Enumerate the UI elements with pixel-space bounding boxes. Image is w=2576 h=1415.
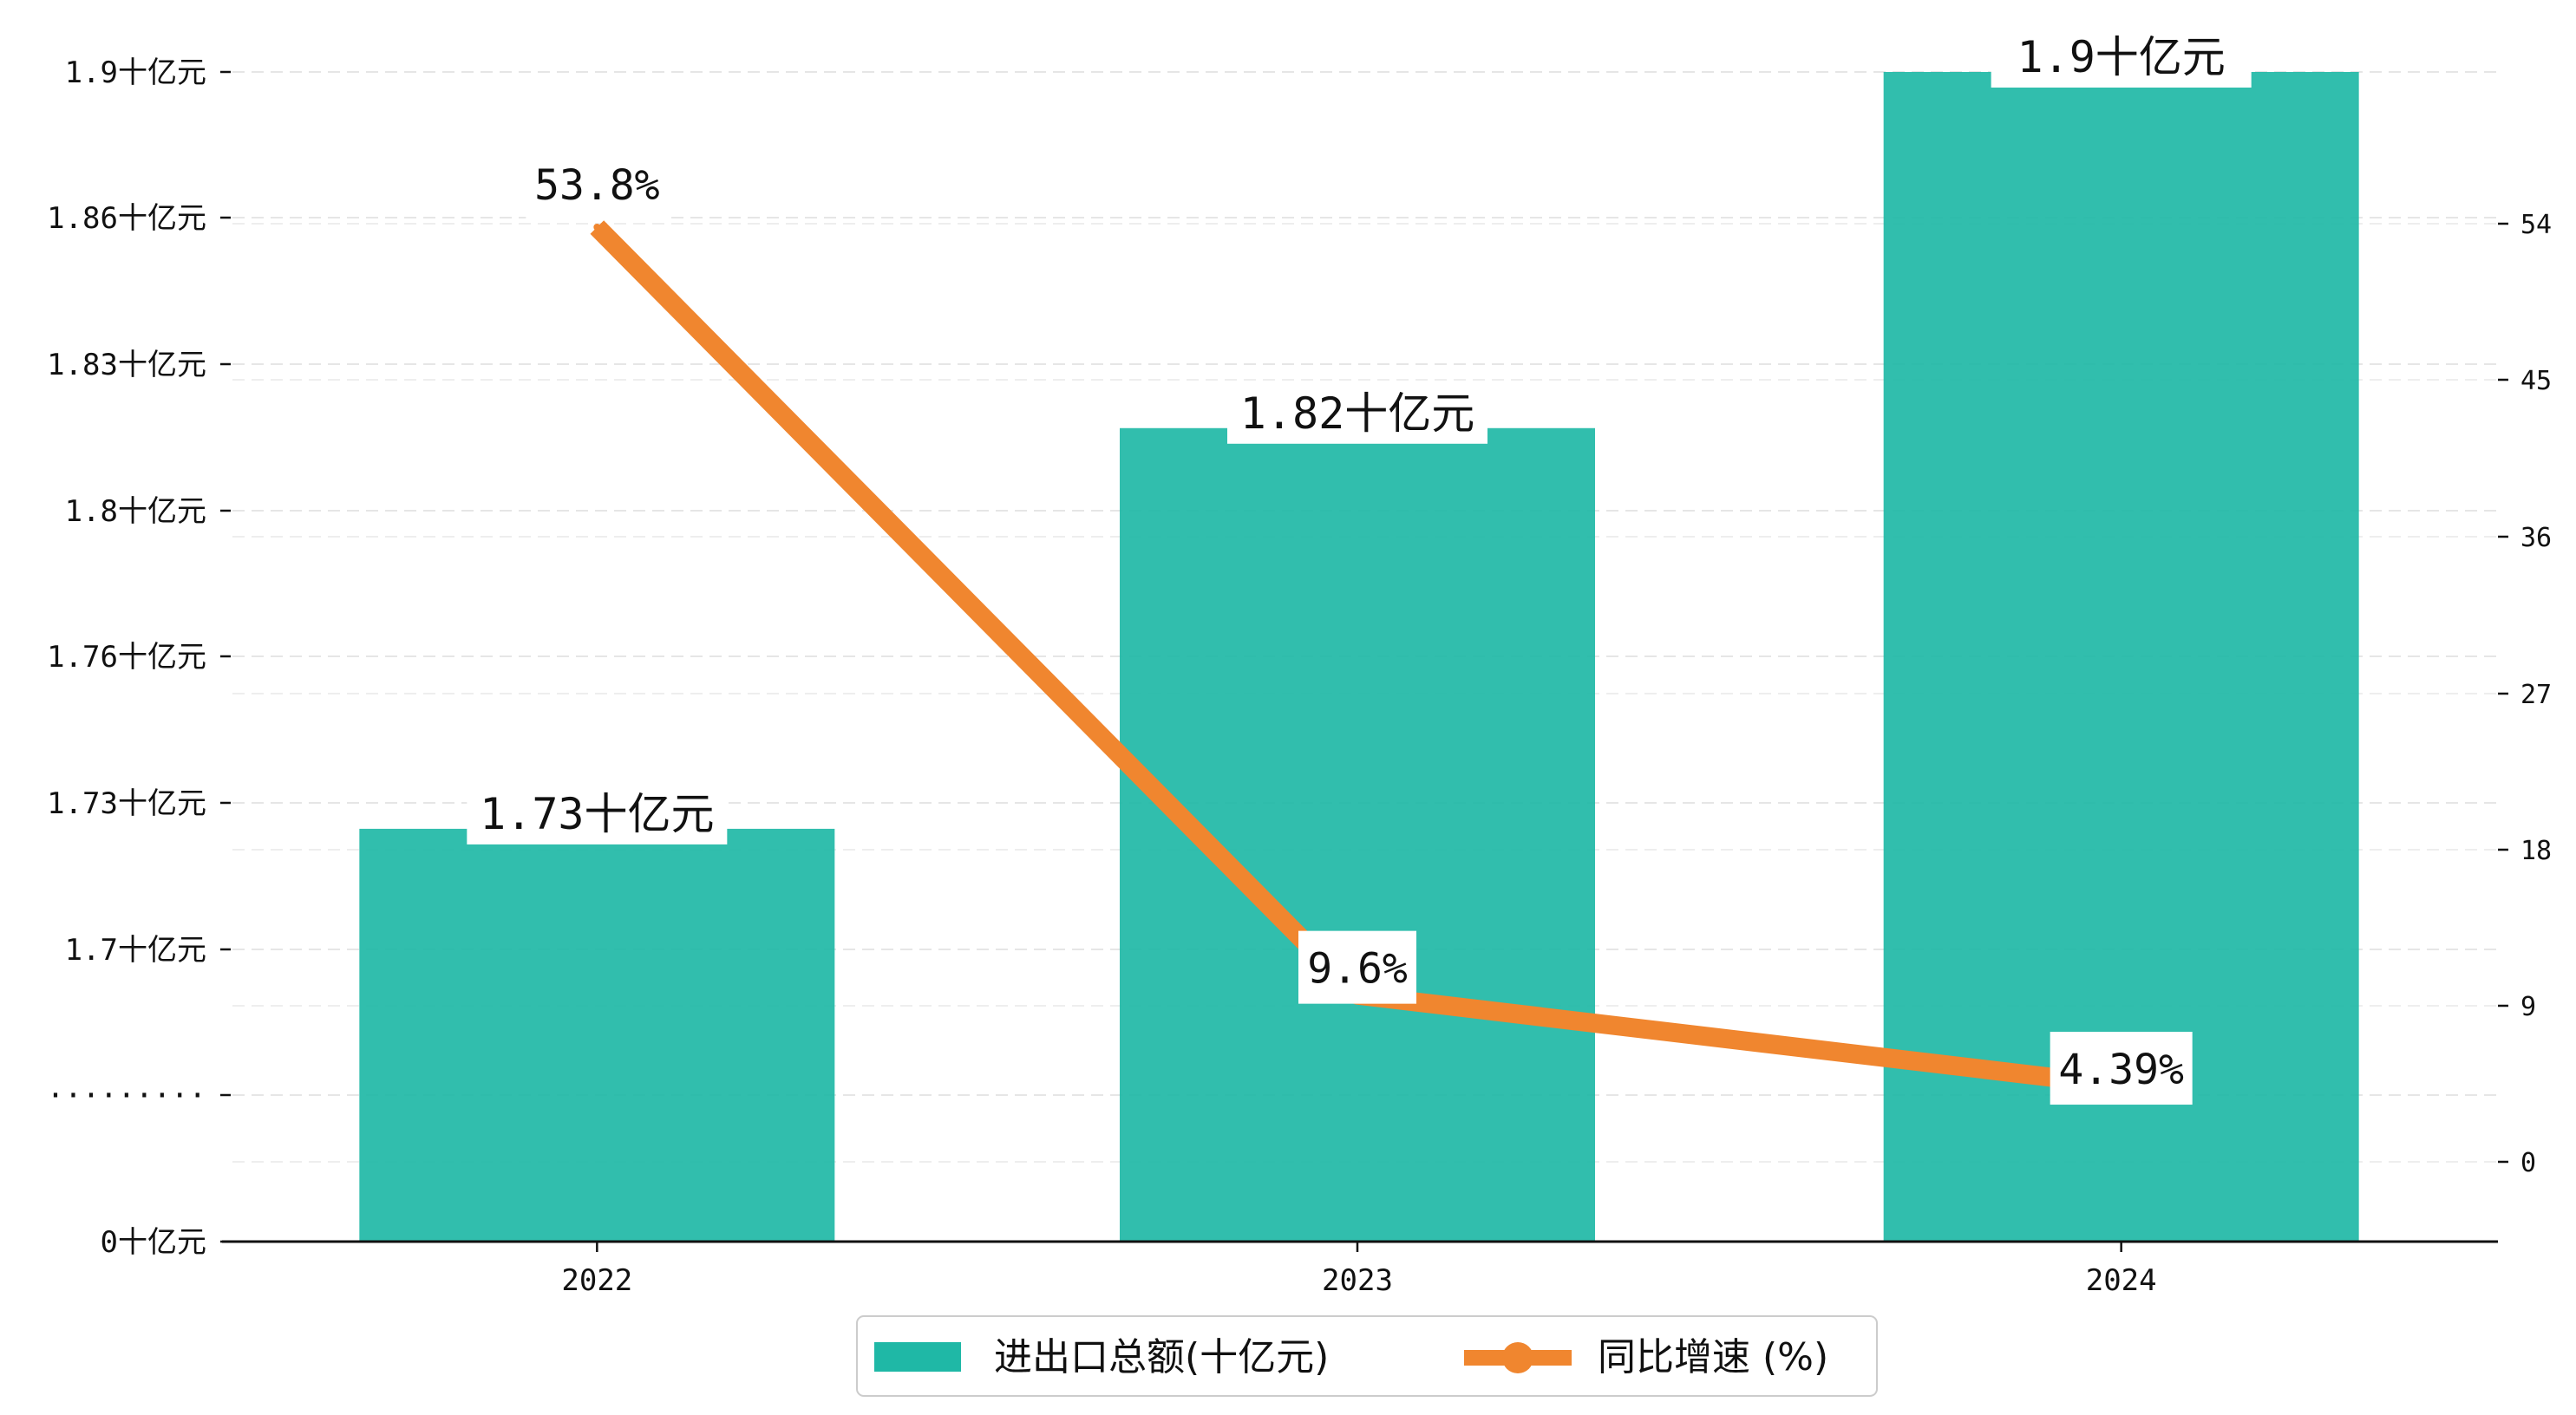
- y-tick-label-8: 1.9十亿元: [65, 55, 206, 90]
- x-tick-label-2023: 2023: [1322, 1263, 1393, 1298]
- bar-label-2022: 1.73十亿元: [480, 789, 714, 839]
- right-tick-label-3: 27: [2520, 680, 2552, 710]
- legend-marker-line: [1502, 1342, 1533, 1373]
- right-tick-label-1: 9: [2520, 992, 2536, 1022]
- legend: 进出口总额(十亿元) 同比增速 (%): [856, 1315, 1878, 1397]
- x-tick-label-2022: 2022: [561, 1263, 632, 1298]
- line-label-2024: 4.39%: [2058, 1046, 2184, 1094]
- line-label-2023: 9.6%: [1307, 945, 1408, 994]
- growth-point-2022: [593, 224, 601, 231]
- line-label-box-2022: [526, 147, 669, 221]
- y-tick-label-6: 1.83十亿元: [47, 348, 206, 382]
- right-tick-label-6: 54: [2520, 210, 2552, 240]
- y-tick-label-3: 1.73十亿元: [47, 786, 206, 821]
- bar-2022: [359, 828, 835, 1242]
- y-tick-label-0: 0十亿元: [101, 1225, 206, 1260]
- bar-label-2024: 1.9十亿元: [2017, 32, 2226, 82]
- x-tick-label-2024: 2024: [2086, 1263, 2157, 1298]
- legend-swatch-bar: [874, 1342, 961, 1372]
- data-labels: 1.73十亿元 1.82十亿元 1.9十亿元 53.8% 9.6% 4.39%: [467, 32, 2252, 1105]
- y-tick-label-4: 1.76十亿元: [47, 640, 206, 675]
- bar-label-box-2024: [1991, 32, 2252, 88]
- bar-label-box-2023: [1227, 388, 1487, 444]
- line-label-box-2023: [1298, 930, 1416, 1004]
- y-tick-label-5: 1.8十亿元: [65, 494, 206, 529]
- legend-box: [856, 1315, 1878, 1397]
- legend-label-bar: 进出口总额(十亿元): [994, 1335, 1329, 1379]
- line-label-box-2024: [2050, 1032, 2193, 1105]
- right-tick-label-5: 45: [2520, 366, 2552, 396]
- axes: 0十亿元 ········· 1.7十亿元 1.73十亿元 1.76十亿元 1.8十亿元 1…: [47, 55, 2552, 1298]
- line-label-2022: 53.8%: [534, 161, 660, 210]
- bar-label-2023: 1.82十亿元: [1240, 388, 1474, 439]
- y-tick-label-1: ·········: [47, 1079, 206, 1113]
- right-tick-label-2: 18: [2520, 836, 2552, 866]
- bar-label-box-2022: [467, 788, 728, 844]
- legend-label-line: 同比增速 (%): [1598, 1335, 1828, 1379]
- right-tick-label-4: 36: [2520, 523, 2552, 553]
- y-tick-label-2: 1.7十亿元: [65, 933, 206, 968]
- y-tick-label-7: 1.86十亿元: [47, 201, 206, 236]
- right-tick-label-0: 0: [2520, 1148, 2536, 1178]
